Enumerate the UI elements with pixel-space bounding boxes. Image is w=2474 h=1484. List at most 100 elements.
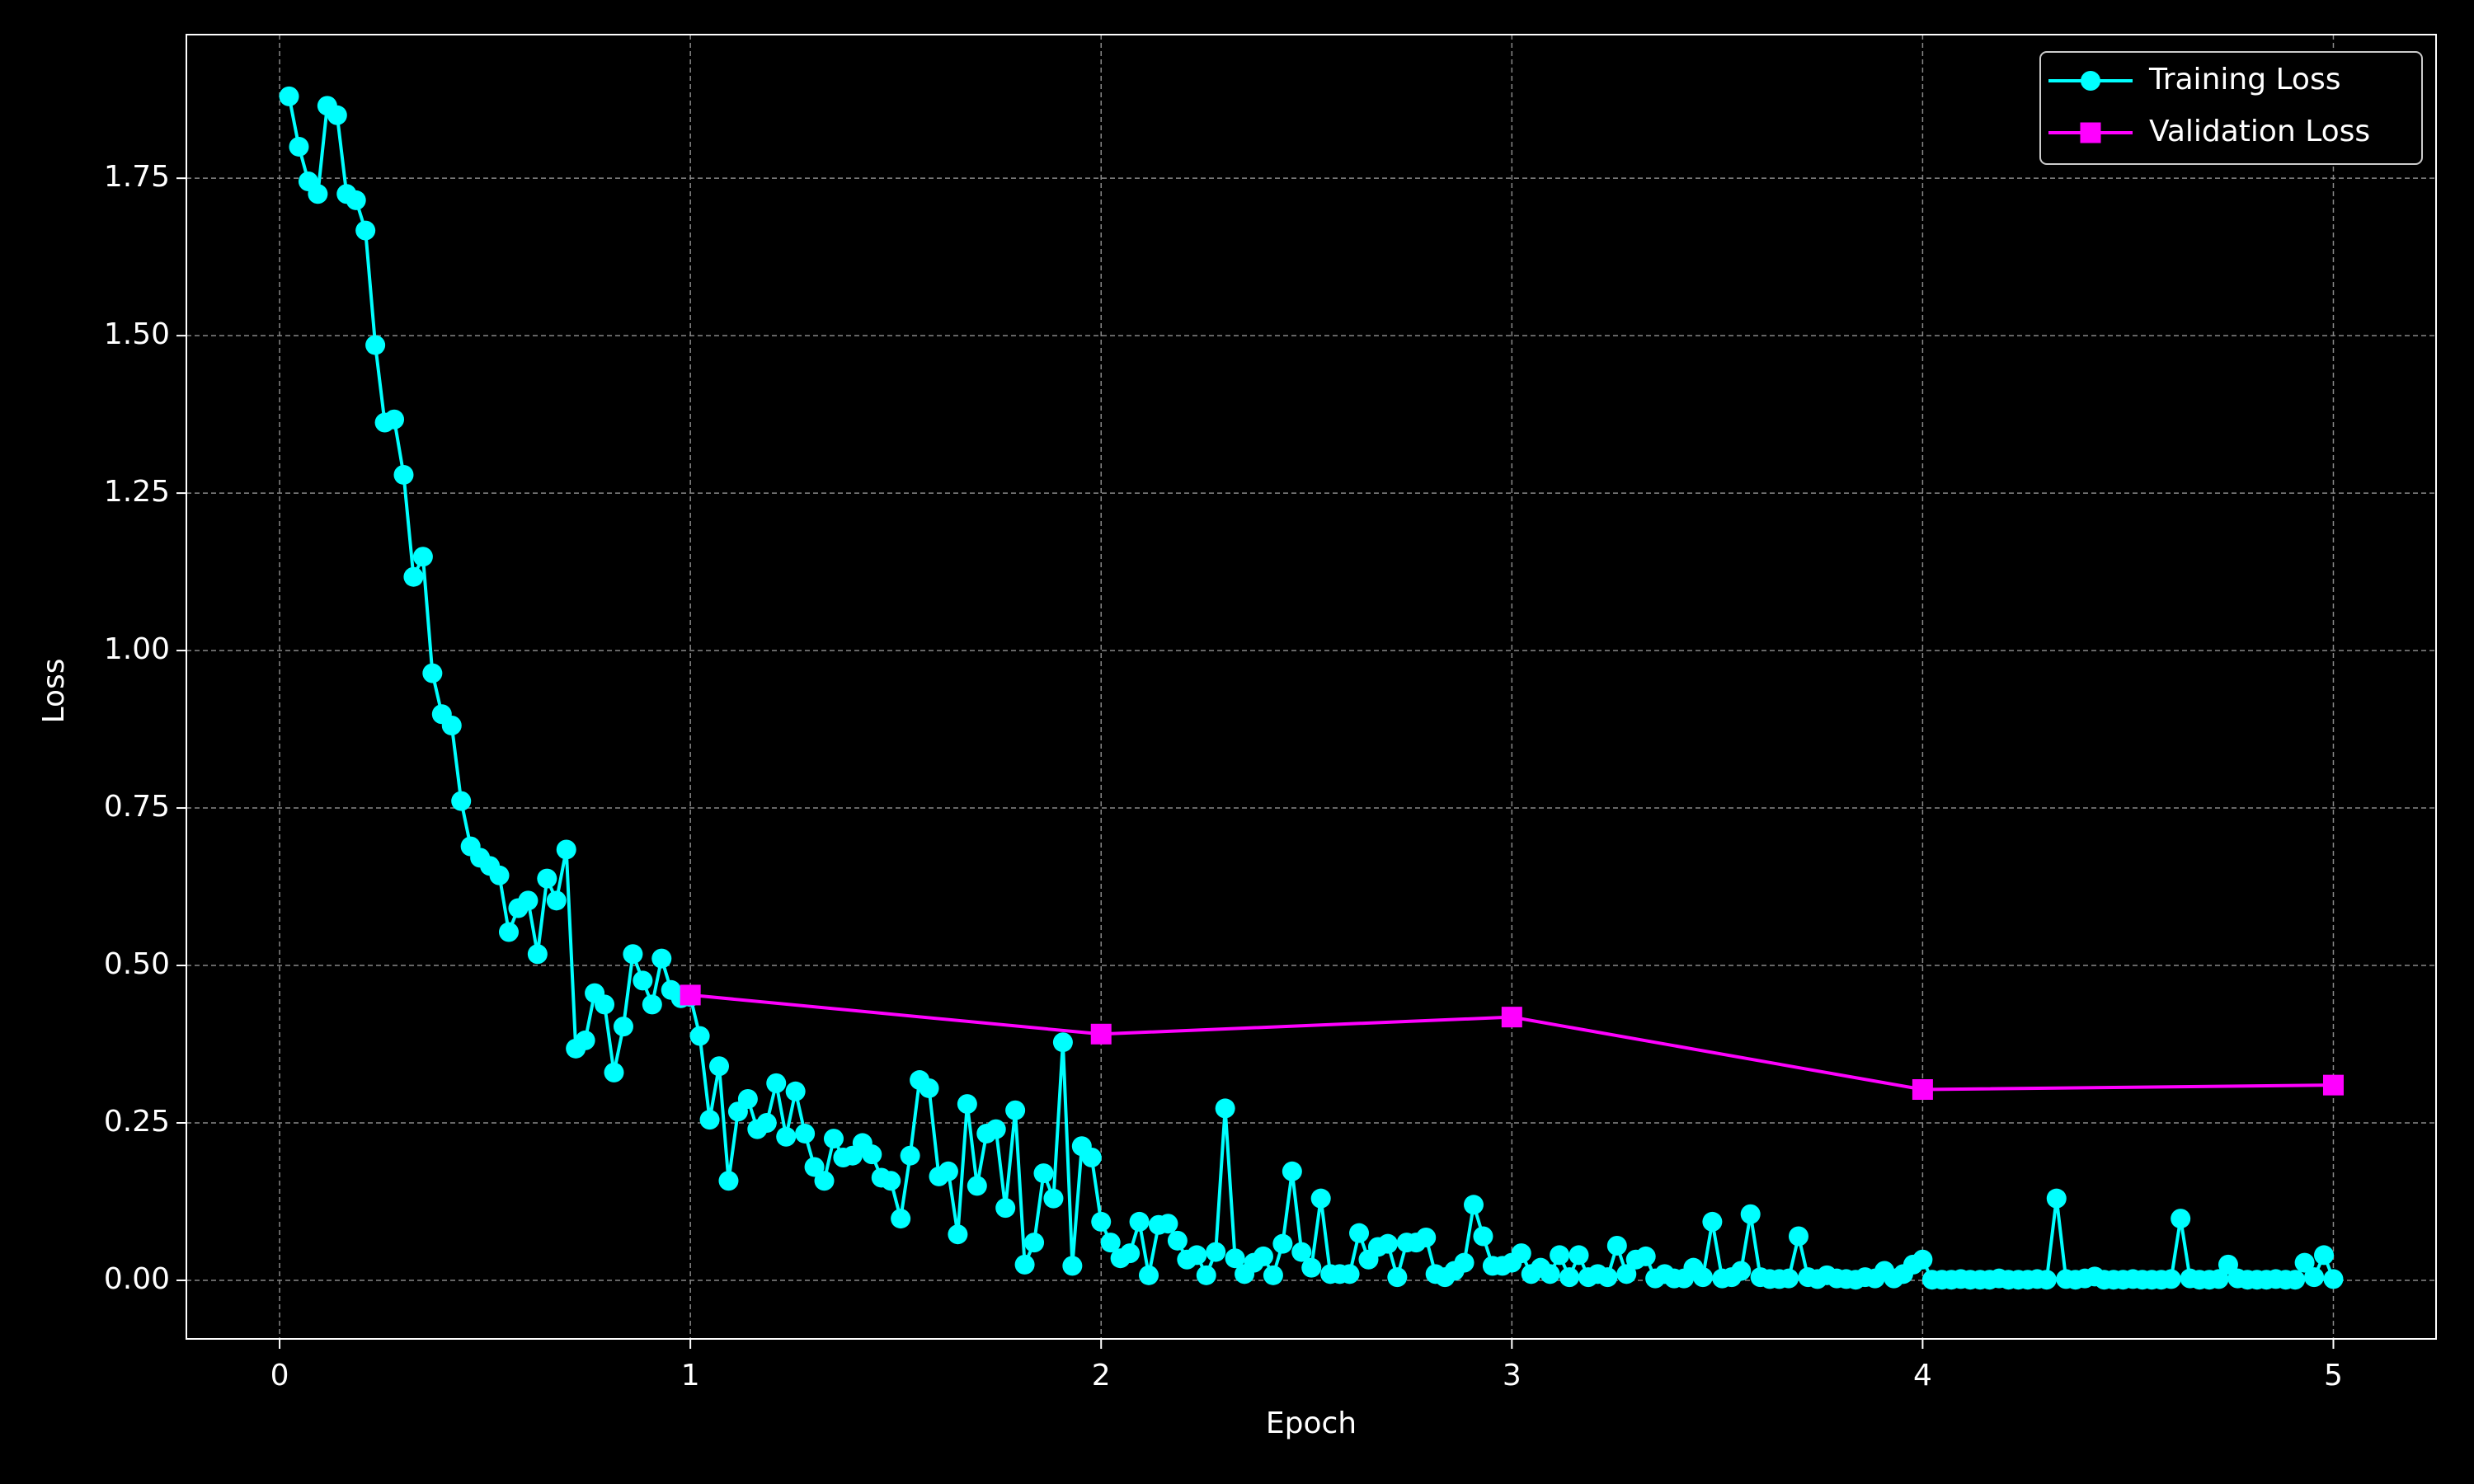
data-point: [737, 1088, 758, 1109]
data-point: [1215, 1098, 1235, 1119]
data-point: [1692, 1267, 1713, 1288]
data-point: [1616, 1264, 1637, 1284]
data-point: [2294, 1252, 2315, 1273]
data-point: [1052, 1032, 1073, 1053]
legend-box: [2039, 51, 2423, 165]
data-point: [1158, 1214, 1178, 1234]
data-point: [776, 1126, 797, 1147]
plot-area: [279, 86, 2344, 1290]
y-tick-label: 0.00: [104, 1262, 170, 1296]
data-point: [718, 1171, 739, 1191]
data-point: [814, 1171, 835, 1191]
grid: [186, 35, 2436, 1339]
data-point: [804, 1157, 825, 1177]
data-point: [1501, 1007, 1522, 1028]
y-tick-label: 1.00: [104, 632, 170, 666]
data-point: [355, 220, 376, 241]
data-point: [2304, 1267, 2325, 1288]
data-point: [699, 1110, 720, 1130]
data-point: [651, 948, 672, 969]
data-point: [823, 1129, 844, 1149]
data-point: [919, 1078, 939, 1098]
x-tick-label: 5: [2324, 1359, 2343, 1392]
axes-frame: [186, 34, 2437, 1340]
data-point: [862, 1144, 882, 1165]
data-point: [1416, 1228, 1437, 1248]
data-point: [1263, 1265, 1283, 1285]
data-point: [1090, 1023, 1112, 1045]
data-point: [985, 1119, 1006, 1139]
data-point: [642, 994, 662, 1015]
data-point: [2322, 1074, 2344, 1096]
y-axis-label: Loss: [37, 659, 71, 724]
data-point: [1550, 1245, 1570, 1266]
data-point: [1731, 1261, 1752, 1281]
data-point: [900, 1145, 920, 1166]
y-tick-label: 1.50: [104, 317, 170, 351]
data-point: [1120, 1243, 1141, 1264]
data-point: [891, 1209, 911, 1229]
data-point: [393, 464, 414, 485]
data-point: [441, 715, 462, 735]
data-point: [957, 1094, 977, 1115]
data-point: [546, 890, 567, 911]
legend-label: Validation Loss: [2149, 115, 2370, 148]
y-tick-label: 0.50: [104, 947, 170, 981]
data-point: [1139, 1265, 1159, 1285]
data-point: [680, 984, 701, 1006]
data-point: [2171, 1209, 2191, 1229]
data-point: [1597, 1267, 1618, 1288]
data-point: [1569, 1245, 1589, 1266]
data-point: [785, 1081, 806, 1101]
data-point: [2161, 1269, 2181, 1289]
data-point: [2285, 1270, 2306, 1290]
data-point: [756, 1112, 777, 1133]
data-point: [1511, 1243, 1531, 1264]
legend: Training Loss Validation Loss: [2039, 51, 2423, 165]
data-point: [766, 1073, 787, 1093]
data-point: [1349, 1223, 1370, 1243]
y-tick-label: 1.25: [104, 475, 170, 509]
data-point: [1043, 1188, 1064, 1209]
x-tick-label: 3: [1503, 1359, 1522, 1392]
data-point: [1291, 1242, 1312, 1262]
data-point: [709, 1056, 730, 1077]
data-point: [346, 190, 366, 210]
data-point: [1606, 1235, 1627, 1256]
data-point: [1196, 1265, 1216, 1285]
data-point: [1635, 1246, 1656, 1266]
data-point: [938, 1161, 958, 1181]
data-point: [1014, 1254, 1035, 1275]
data-point: [1301, 1257, 1322, 1278]
x-tick-label: 2: [1092, 1359, 1111, 1392]
y-tick-label: 0.25: [104, 1105, 170, 1139]
data-point: [2036, 1270, 2057, 1290]
x-tick-label: 0: [270, 1359, 289, 1392]
data-point: [1912, 1079, 1933, 1101]
data-point: [1473, 1226, 1493, 1247]
data-point: [1091, 1211, 1112, 1232]
data-point: [556, 839, 576, 860]
data-point: [1187, 1245, 1207, 1266]
data-point: [1033, 1163, 1054, 1184]
data-point: [881, 1171, 901, 1191]
legend-marker: [2080, 122, 2101, 143]
data-point: [2208, 1269, 2229, 1289]
data-point: [279, 86, 299, 106]
data-point: [1253, 1246, 1273, 1266]
data-point: [1387, 1267, 1408, 1288]
y-tick-label: 1.75: [104, 160, 170, 194]
data-point: [1740, 1204, 1761, 1224]
data-point: [384, 409, 405, 430]
data-point: [1206, 1242, 1226, 1262]
data-point: [1912, 1249, 1933, 1270]
data-point: [1779, 1268, 1799, 1289]
data-point: [1225, 1248, 1245, 1269]
data-point: [537, 868, 557, 889]
data-point: [498, 922, 519, 942]
data-point: [795, 1123, 816, 1144]
data-point: [1454, 1252, 1475, 1273]
data-point: [1702, 1211, 1723, 1232]
data-point: [2218, 1254, 2238, 1275]
